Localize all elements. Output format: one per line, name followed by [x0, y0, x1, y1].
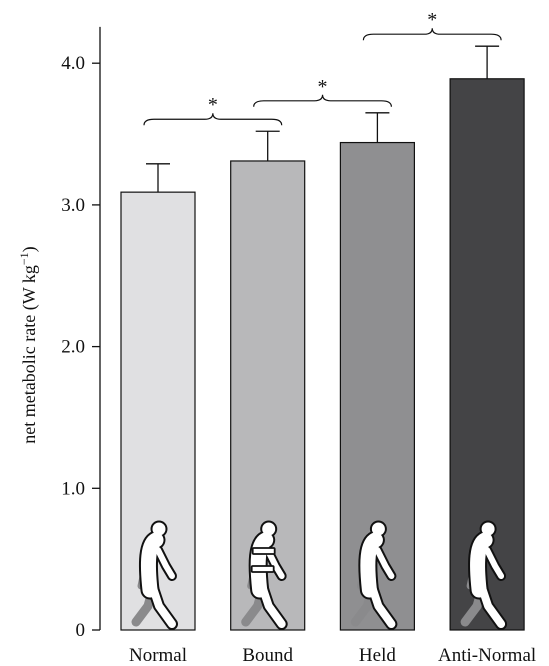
y-tick-label: 2.0 — [61, 337, 85, 358]
significance-star: * — [208, 94, 218, 116]
significance-star: * — [427, 9, 437, 31]
bar-group-anti-normal: Anti-Normal — [438, 46, 536, 666]
x-category-label: Held — [359, 645, 396, 666]
y-axis-label: net metabolic rate (W kg−1) — [17, 246, 40, 443]
x-category-label: Normal — [129, 645, 187, 666]
y-tick-label: 0 — [76, 620, 86, 641]
bars: Normal Bound Held Anti-Normal — [121, 46, 536, 666]
y-tick-label: 1.0 — [61, 478, 85, 499]
bar — [121, 192, 195, 630]
bar-group-held: Held — [340, 113, 414, 666]
bar-group-normal: Normal — [121, 164, 195, 666]
x-category-label: Bound — [242, 645, 293, 666]
y-axis: 0 1.0 2.0 3.0 4.0 — [61, 27, 100, 641]
significance-brackets: * * * — [144, 9, 501, 125]
y-tick-label: 4.0 — [61, 53, 85, 74]
bar-group-bound: Bound — [231, 131, 305, 666]
x-category-label: Anti-Normal — [438, 645, 536, 666]
significance-star: * — [318, 76, 328, 98]
y-tick-label: 3.0 — [61, 195, 85, 216]
